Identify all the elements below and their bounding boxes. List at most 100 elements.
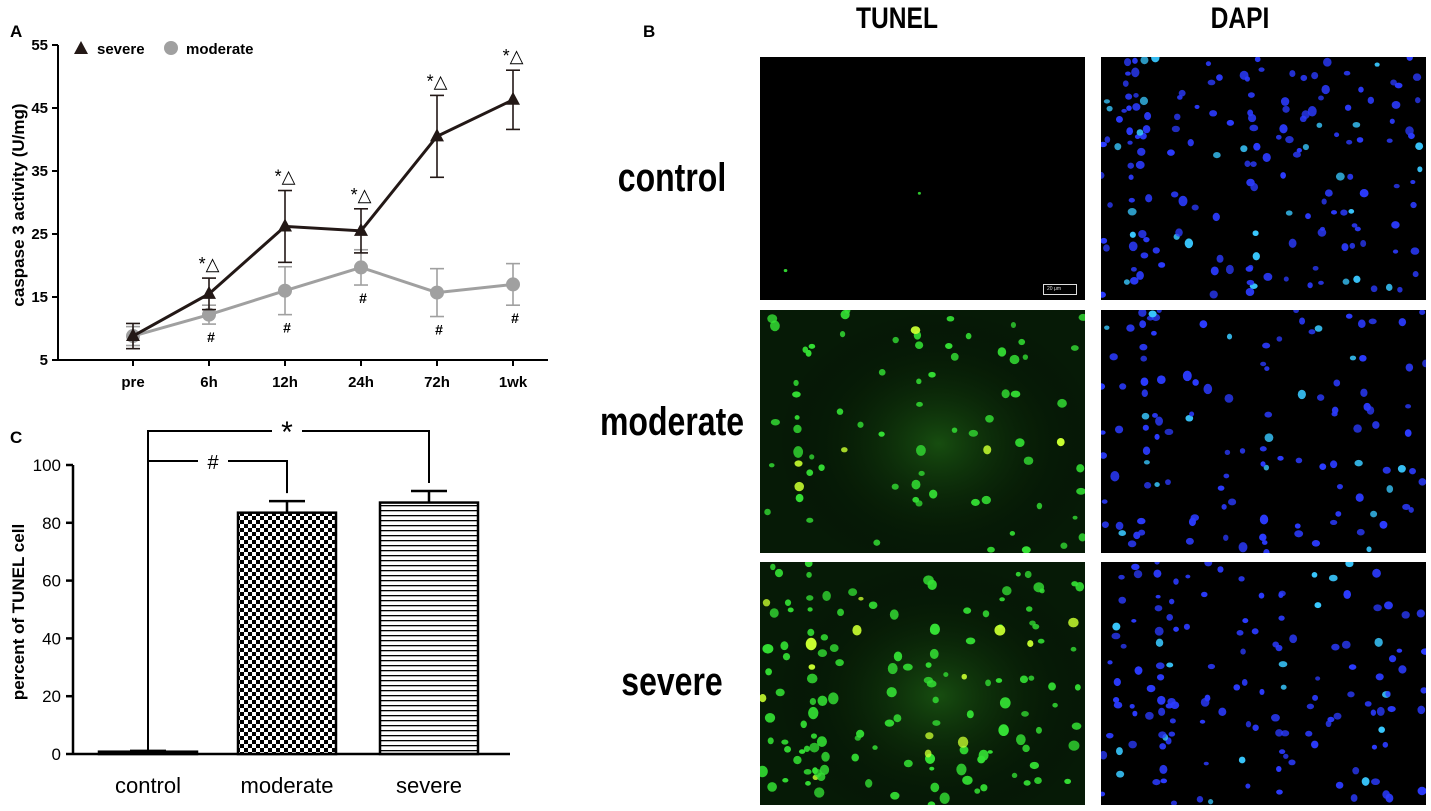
cell-nucleus xyxy=(1128,197,1135,203)
cell-nucleus xyxy=(767,782,777,792)
cell-nucleus xyxy=(1101,383,1106,390)
cell-nucleus xyxy=(945,343,953,349)
cell-nucleus xyxy=(1103,99,1110,104)
cell-nucleus xyxy=(1352,121,1361,128)
cell-nucleus xyxy=(1289,634,1298,644)
panel-label-c: C xyxy=(10,428,23,447)
cell-nucleus xyxy=(951,427,958,433)
chart-c-y-tick-label: 40 xyxy=(42,629,61,648)
chart-a-x-tick-label: 12h xyxy=(272,374,298,391)
cell-nucleus xyxy=(1135,160,1145,169)
cell-nucleus xyxy=(1101,791,1106,797)
cell-nucleus xyxy=(1136,129,1144,136)
cell-nucleus xyxy=(793,424,802,434)
cell-nucleus xyxy=(817,649,828,658)
cell-nucleus xyxy=(865,779,873,788)
caspase3-line-chart: caspase 3 activity (U/mg) 5 15 25 35 45 55 pre… xyxy=(9,37,548,391)
cell-nucleus xyxy=(1126,105,1132,111)
cell-nucleus xyxy=(1132,103,1141,111)
cell-nucleus xyxy=(1134,666,1143,675)
cell-nucleus xyxy=(878,431,885,437)
cell-nucleus xyxy=(1113,701,1123,709)
cell-nucleus xyxy=(1115,521,1124,530)
micrograph-tunel-severe xyxy=(760,562,1085,805)
cell-nucleus xyxy=(1331,411,1338,417)
cell-nucleus xyxy=(1212,212,1220,222)
cell-nucleus xyxy=(1226,119,1235,126)
cell-nucleus xyxy=(1396,648,1403,653)
cell-nucleus xyxy=(1360,388,1368,398)
cell-nucleus xyxy=(770,418,780,426)
cell-nucleus xyxy=(1175,228,1183,237)
cell-nucleus xyxy=(903,759,913,768)
cell-nucleus xyxy=(1406,57,1413,61)
chart-c-y-tick-label: 20 xyxy=(42,687,61,706)
cell-nucleus xyxy=(1121,108,1127,113)
cell-nucleus xyxy=(1142,446,1151,456)
cell-nucleus xyxy=(1127,140,1133,145)
cell-nucleus xyxy=(1311,572,1318,578)
cell-nucleus xyxy=(1101,430,1106,435)
cell-nucleus xyxy=(1355,493,1364,502)
cell-nucleus xyxy=(1110,470,1120,482)
cell-nucleus xyxy=(1240,145,1248,153)
cell-nucleus xyxy=(1029,761,1040,770)
cell-nucleus xyxy=(932,696,939,704)
panel-label-b: B xyxy=(643,22,656,41)
cell-nucleus xyxy=(1349,242,1356,249)
cell-nucleus xyxy=(1226,333,1233,340)
cell-nucleus xyxy=(1324,189,1333,197)
tunel-bar-chart: percent of TUNEL cell 0 20 40 60 80 100 contr… xyxy=(9,416,510,798)
significance-label-bg xyxy=(198,452,228,470)
chart-a-series: # # # # # *△ *△ *△ *△ *△ xyxy=(126,46,524,350)
cell-nucleus xyxy=(1293,310,1299,314)
chart-c-y-axis-label: percent of TUNEL cell xyxy=(9,524,28,700)
cell-nucleus xyxy=(812,767,818,774)
cell-nucleus xyxy=(1353,275,1361,283)
cell-nucleus xyxy=(878,369,886,376)
legend-label-severe: severe xyxy=(97,41,145,58)
cell-nucleus xyxy=(939,792,950,804)
cell-nucleus xyxy=(1275,134,1282,140)
cell-nucleus xyxy=(1144,112,1152,121)
cell-nucleus xyxy=(762,599,771,607)
cell-nucleus xyxy=(1319,463,1327,470)
cell-nucleus xyxy=(1217,485,1225,491)
cell-nucleus xyxy=(1348,209,1355,214)
cell-nucleus xyxy=(1225,264,1234,275)
cell-nucleus xyxy=(1317,228,1327,237)
significance-label: # xyxy=(207,452,219,474)
cell-nucleus xyxy=(1173,578,1179,585)
cell-nucleus xyxy=(1068,740,1080,751)
cell-nucleus xyxy=(1311,71,1319,80)
cell-nucleus xyxy=(1392,249,1399,254)
cell-nucleus xyxy=(1353,424,1362,433)
cell-nucleus xyxy=(1120,643,1127,649)
cell-nucleus xyxy=(1360,239,1367,248)
cell-nucleus xyxy=(1118,596,1127,604)
cell-nucleus xyxy=(775,688,785,697)
scale-bar: 20 μm xyxy=(1043,284,1077,295)
cell-nucleus xyxy=(916,378,922,385)
cell-nucleus xyxy=(1133,93,1139,98)
cell-nucleus xyxy=(1405,126,1414,136)
cell-nucleus xyxy=(1382,741,1389,748)
cell-nucleus xyxy=(1071,722,1082,730)
cell-nucleus xyxy=(1138,310,1147,317)
cell-nucleus xyxy=(1223,473,1230,479)
cell-nucleus xyxy=(961,673,967,680)
cell-nucleus xyxy=(780,641,789,651)
cell-nucleus xyxy=(1405,363,1414,372)
cell-nucleus xyxy=(784,746,792,753)
cell-nucleus xyxy=(1278,590,1286,597)
cell-nucleus xyxy=(1104,136,1111,143)
cell-nucleus xyxy=(1397,286,1403,293)
cell-nucleus xyxy=(1240,648,1246,655)
cell-nucleus xyxy=(1398,318,1407,327)
cell-nucleus xyxy=(1239,70,1249,80)
cell-nucleus xyxy=(1142,424,1149,431)
cell-nucleus xyxy=(1068,617,1079,628)
cell-nucleus xyxy=(1022,354,1029,360)
cell-nucleus xyxy=(839,330,846,338)
cell-nucleus xyxy=(1375,673,1384,681)
